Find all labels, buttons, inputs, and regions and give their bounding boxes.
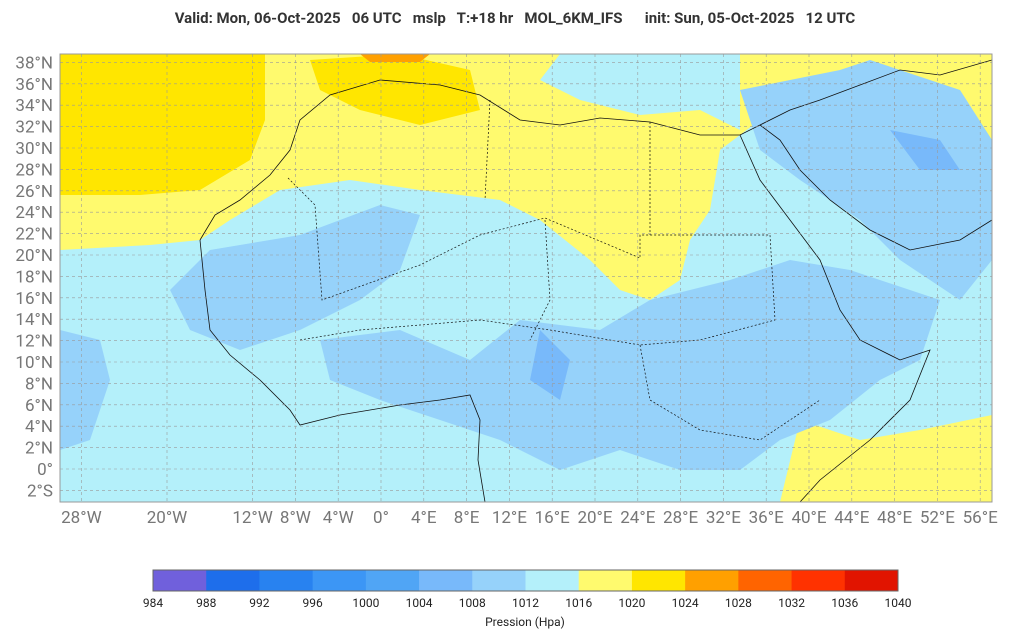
colorbar-tick: 1024	[672, 596, 699, 610]
orange-zone	[360, 54, 430, 62]
colorbar: 984 988 992 996 1000 1004 1008 1012 1016 1020 1024…	[143, 569, 912, 610]
title: Valid: Mon, 06-Oct-2025 06 UTC mslp T:+1…	[175, 9, 856, 27]
lat-label: 4°N	[25, 417, 53, 437]
color-swatch	[206, 570, 260, 591]
lat-label: 12°N	[15, 332, 53, 352]
lon-label: 20°E	[577, 508, 612, 528]
lon-label: 20°W	[147, 508, 188, 528]
lat-label: 0°	[37, 460, 53, 480]
lon-label: 8°W	[280, 508, 311, 528]
border	[484, 99, 821, 441]
color-swatch	[738, 570, 793, 591]
lon-label: 40°E	[791, 508, 826, 528]
color-swatch	[259, 570, 314, 591]
colorbar-tick: 1032	[778, 596, 805, 610]
lon-label: 12°W	[232, 508, 273, 528]
lat-label: 28°N	[15, 160, 53, 180]
lat-label: 2°N	[25, 439, 53, 459]
color-swatch	[472, 570, 526, 591]
lat-label: 22°N	[15, 225, 53, 245]
lon-label: 32°E	[706, 508, 741, 528]
blue-zone	[890, 130, 960, 170]
graticule	[60, 54, 992, 502]
lat-label: 34°N	[15, 96, 53, 116]
lat-label: 18°N	[15, 267, 53, 287]
colorbar-tick: 1012	[512, 596, 539, 610]
gold-zone	[60, 54, 265, 195]
colorbar-tick: 1036	[831, 596, 858, 610]
colorbar-frame	[152, 569, 899, 592]
coastline	[199, 239, 486, 502]
blue-zone	[170, 205, 420, 350]
color-swatch	[631, 570, 686, 591]
color-swatch	[312, 570, 367, 591]
lat-label: 6°N	[25, 396, 53, 416]
map-field	[60, 54, 992, 502]
blue-zone	[530, 330, 570, 400]
lon-label: 28°W	[61, 508, 102, 528]
lat-label: 2°S	[27, 481, 53, 501]
yellow-zone	[780, 415, 992, 502]
cyan-zone	[540, 54, 740, 130]
lon-label: 12°E	[492, 508, 527, 528]
lat-label: 38°N	[15, 53, 53, 73]
lat-label: 26°N	[15, 182, 53, 202]
color-swatch	[685, 570, 739, 591]
color-swatch	[365, 570, 420, 591]
colorbar-tick: 1000	[352, 596, 379, 610]
lon-label: 44°E	[834, 508, 869, 528]
lat-label: 16°N	[15, 289, 53, 309]
color-swatch	[578, 570, 633, 591]
lon-label: 28°E	[663, 508, 698, 528]
color-swatch	[791, 570, 846, 591]
lon-label: 4°W	[323, 508, 354, 528]
lat-label: 10°N	[15, 353, 53, 373]
lat-label: 20°N	[15, 246, 53, 266]
lon-label: 48°E	[877, 508, 912, 528]
color-swatch	[153, 570, 207, 591]
border	[287, 177, 776, 346]
color-swatch	[844, 570, 899, 591]
colorbar-tick: 984	[143, 596, 163, 610]
yellow-zone	[900, 54, 992, 80]
gold-zone	[310, 54, 480, 125]
colorbar-label: Pression (Hpa)	[485, 615, 565, 629]
coastline	[759, 124, 992, 251]
lon-label: 4°E	[411, 508, 437, 528]
blue-zone	[320, 260, 940, 470]
color-swatch	[419, 570, 473, 591]
colorbar-tick: 1016	[565, 596, 592, 610]
coastline	[739, 134, 931, 502]
lat-label: 36°N	[15, 75, 53, 95]
lat-label: 8°N	[25, 374, 53, 394]
blue-zone	[740, 60, 992, 300]
lon-label: 8°E	[454, 508, 480, 528]
lat-label: 30°N	[15, 139, 53, 159]
lon-label: 36°E	[749, 508, 784, 528]
lon-label: 0°	[373, 508, 389, 528]
coastline	[199, 59, 992, 241]
lat-label: 32°N	[15, 118, 53, 138]
lat-label: 14°N	[15, 310, 53, 330]
colorbar-tick: 988	[196, 596, 216, 610]
lat-label: 24°N	[15, 203, 53, 223]
blue-zone	[60, 330, 110, 450]
colorbar-tick: 992	[249, 596, 269, 610]
color-swatch	[525, 570, 580, 591]
colorbar-tick: 996	[303, 596, 323, 610]
lon-label: 56°E	[963, 508, 998, 528]
lon-label: 16°E	[535, 508, 570, 528]
colorbar-tick: 1040	[885, 596, 912, 610]
map-frame	[59, 53, 993, 503]
lon-label: 52°E	[920, 508, 955, 528]
lon-label: 24°E	[620, 508, 655, 528]
colorbar-tick: 1004	[406, 596, 433, 610]
colorbar-tick: 1020	[618, 596, 645, 610]
colorbar-tick: 1028	[725, 596, 752, 610]
colorbar-tick: 1008	[459, 596, 486, 610]
